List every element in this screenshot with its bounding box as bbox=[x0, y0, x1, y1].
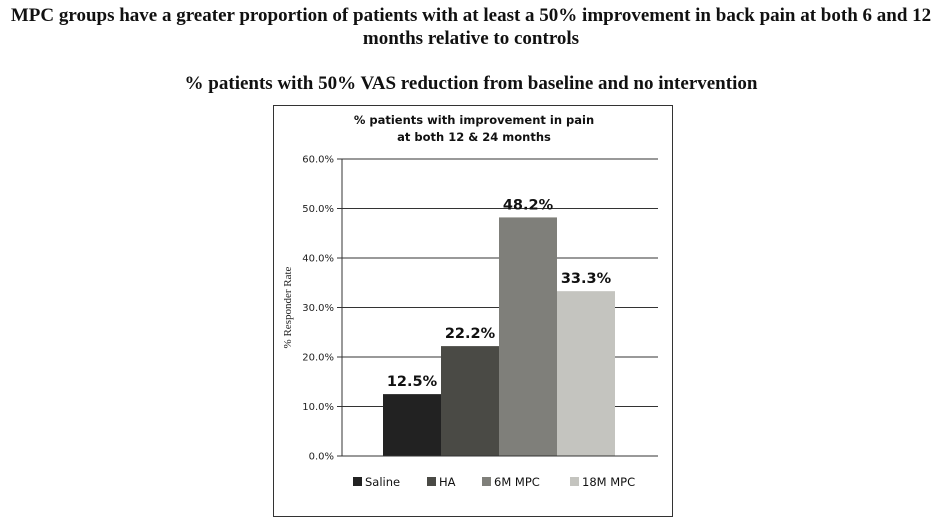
bar-18m-mpc bbox=[557, 291, 615, 456]
legend-label: 18M MPC bbox=[582, 475, 635, 489]
chart-title-line: % patients with improvement in pain bbox=[354, 113, 594, 127]
y-tick-label: 10.0% bbox=[302, 402, 334, 413]
bar-6m-mpc bbox=[499, 217, 557, 456]
chart-frame: % patients with improvement in pain at bo… bbox=[273, 105, 673, 517]
y-tick-label: 20.0% bbox=[302, 353, 334, 364]
y-tick-label: 60.0% bbox=[302, 155, 334, 166]
headline-text: MPC groups have a greater proportion of … bbox=[10, 5, 932, 49]
chart-title-line: at both 12 & 24 months bbox=[397, 130, 551, 144]
headline: MPC groups have a greater proportion of … bbox=[0, 4, 942, 50]
legend-label: 6M MPC bbox=[494, 475, 540, 489]
legend: Saline HA 6M MPC 18M MPC bbox=[353, 475, 635, 489]
y-axis-label: % Responder Rate bbox=[282, 266, 294, 348]
legend-label: HA bbox=[439, 475, 456, 489]
legend-swatch bbox=[427, 477, 436, 486]
y-tick-label: 30.0% bbox=[302, 303, 334, 314]
data-label: 48.2% bbox=[503, 197, 554, 213]
bar-chart: % patients with improvement in pain at bo… bbox=[282, 113, 658, 489]
labels: % patients with improvement in pain at bo… bbox=[282, 113, 612, 463]
legend-swatch bbox=[482, 477, 491, 486]
axes bbox=[337, 158, 658, 457]
legend-swatch bbox=[353, 477, 362, 486]
bar-saline bbox=[383, 394, 441, 456]
data-label: 33.3% bbox=[561, 271, 612, 287]
bars bbox=[383, 217, 615, 456]
data-label: 12.5% bbox=[387, 374, 438, 390]
legend-label: Saline bbox=[365, 475, 400, 489]
y-tick-label: 50.0% bbox=[302, 204, 334, 215]
y-tick-label: 40.0% bbox=[302, 254, 334, 265]
data-label: 22.2% bbox=[445, 326, 496, 342]
bar-ha bbox=[441, 346, 499, 456]
legend-swatch bbox=[570, 477, 579, 486]
subtitle: % patients with 50% VAS reduction from b… bbox=[184, 73, 758, 94]
y-tick-label: 0.0% bbox=[309, 452, 334, 463]
